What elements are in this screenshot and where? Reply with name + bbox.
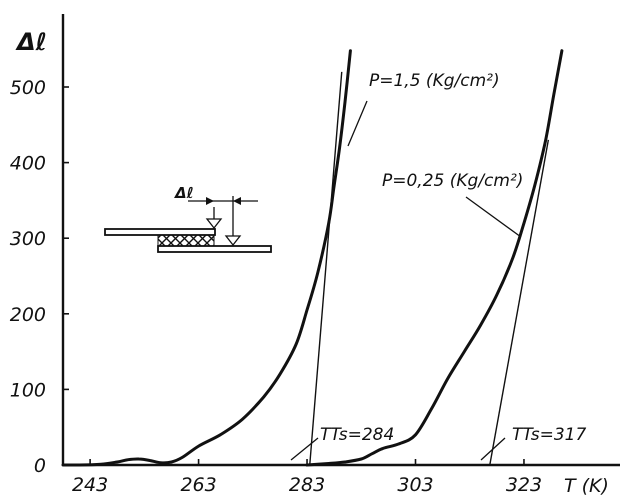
tangent-line-2 bbox=[489, 139, 550, 466]
x-tick-label: 283 bbox=[289, 474, 325, 496]
annotation-label-p2: P=0,25 (Kg/cm²) bbox=[382, 171, 523, 191]
x-tick-label: 303 bbox=[397, 474, 433, 496]
curves bbox=[61, 49, 564, 467]
inset-delta-l-label: Δℓ bbox=[174, 184, 194, 202]
tangent-lines bbox=[309, 71, 550, 466]
inset-upper-bar bbox=[104, 228, 216, 236]
annotation-label-p1: P=1,5 (Kg/cm²) bbox=[369, 71, 500, 91]
y-tick-label: 100 bbox=[10, 379, 46, 401]
y-tick-label: 200 bbox=[10, 304, 46, 326]
inset-marker-triangle-left bbox=[205, 218, 223, 230]
series-line-2 bbox=[305, 49, 564, 467]
inset-dimension-arrow-left bbox=[206, 197, 214, 205]
x-tick-label: 263 bbox=[180, 474, 216, 496]
annotation-arrow-t2 bbox=[480, 437, 506, 461]
series-line-1 bbox=[61, 49, 352, 467]
tangent-line-1 bbox=[309, 71, 343, 466]
y-tick-label: 400 bbox=[10, 153, 46, 175]
ticks: 243 263 283 303 323 0 100 200 300 400 500 bbox=[10, 77, 542, 496]
x-tick-label: 323 bbox=[506, 474, 542, 496]
inset-marker-triangle-right bbox=[224, 235, 242, 247]
inset-dimension-arrow-right bbox=[233, 197, 241, 205]
annotation-label-t1: TTs=284 bbox=[320, 425, 394, 445]
y-tick-label: 0 bbox=[34, 455, 46, 477]
annotation-arrow-p1 bbox=[347, 100, 368, 147]
annotation-label-t2: TTs=317 bbox=[512, 425, 586, 445]
y-axis-title: Δℓ bbox=[15, 28, 47, 56]
y-tick-label: 500 bbox=[10, 77, 46, 99]
x-tick-label: 243 bbox=[72, 474, 108, 496]
annotation-arrow-p2 bbox=[465, 196, 522, 238]
x-axis-title: T (K) bbox=[564, 475, 609, 497]
annotation-arrow-t1 bbox=[290, 437, 319, 461]
inset-lower-bar bbox=[157, 245, 272, 253]
inset-hatched-overlap bbox=[157, 234, 215, 247]
y-tick-label: 300 bbox=[10, 228, 46, 250]
inset-schematic: Δℓ bbox=[104, 184, 272, 253]
